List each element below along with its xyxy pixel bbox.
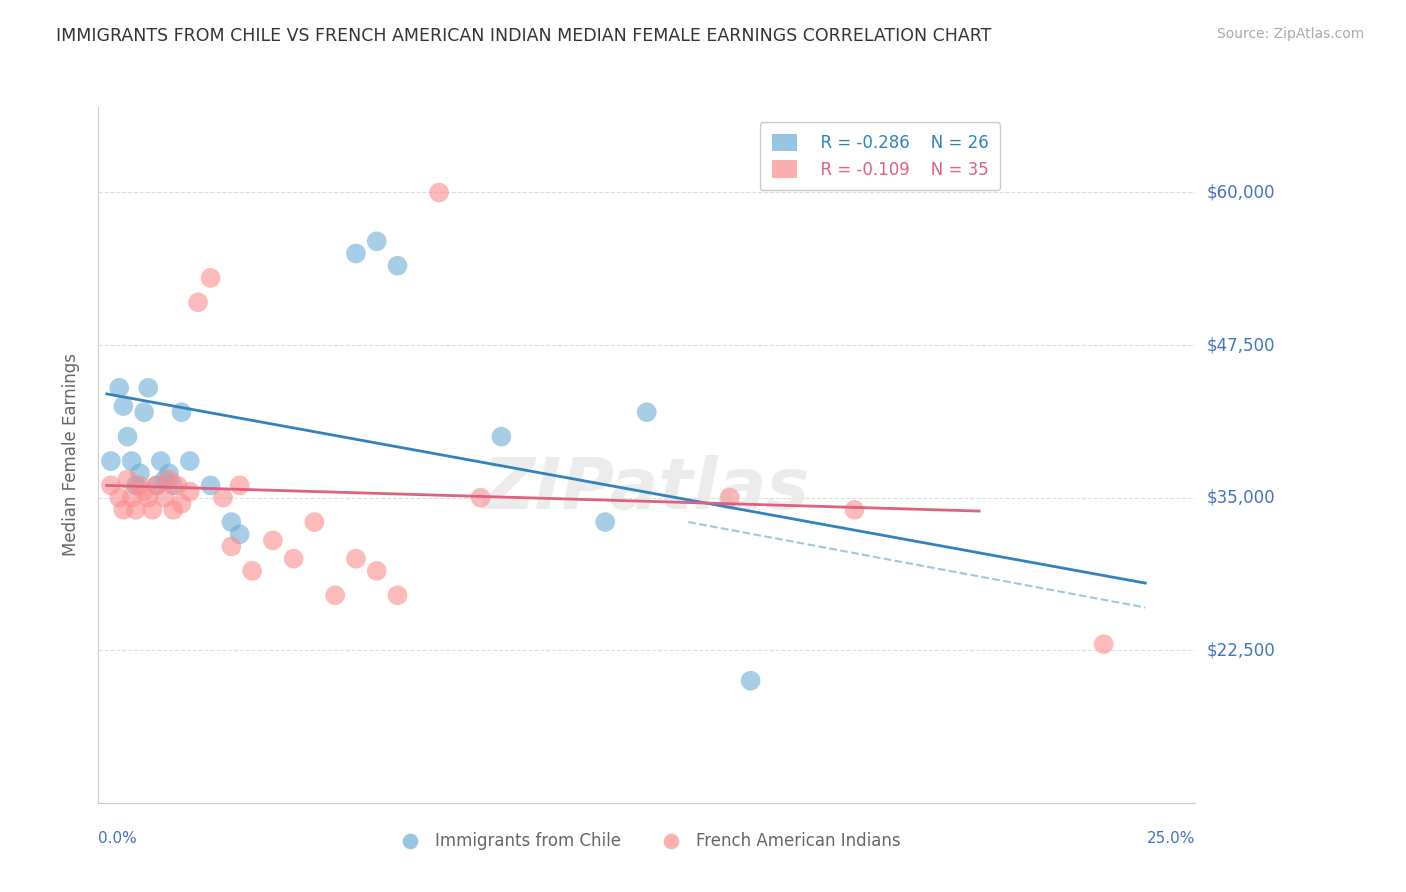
Text: 0.0%: 0.0%: [98, 830, 138, 846]
Legend: Immigrants from Chile, French American Indians: Immigrants from Chile, French American I…: [387, 826, 907, 857]
Text: $22,500: $22,500: [1206, 641, 1275, 659]
Point: [200, 478, 222, 492]
Point: [108, 491, 131, 505]
Point: [323, 588, 346, 602]
Point: [157, 472, 180, 486]
Point: [470, 491, 492, 505]
Point: [366, 235, 388, 249]
Point: [149, 454, 172, 468]
Point: [145, 478, 167, 492]
Point: [162, 478, 184, 492]
Point: [179, 484, 201, 499]
Point: [112, 399, 135, 413]
Text: ZIPatlas: ZIPatlas: [484, 455, 810, 524]
Point: [344, 246, 367, 260]
Point: [157, 467, 180, 481]
Point: [283, 551, 305, 566]
Text: $47,500: $47,500: [1206, 336, 1275, 354]
Point: [112, 503, 135, 517]
Point: [125, 478, 148, 492]
Point: [121, 491, 143, 505]
Point: [136, 381, 159, 395]
Point: [240, 564, 263, 578]
Point: [187, 295, 209, 310]
Point: [136, 491, 159, 505]
Text: 25.0%: 25.0%: [1147, 830, 1195, 846]
Text: Source: ZipAtlas.com: Source: ZipAtlas.com: [1216, 27, 1364, 41]
Point: [129, 467, 152, 481]
Point: [1092, 637, 1115, 651]
Point: [366, 564, 388, 578]
Point: [427, 186, 450, 200]
Point: [228, 478, 250, 492]
Point: [593, 515, 616, 529]
Point: [117, 429, 139, 443]
Text: $35,000: $35,000: [1206, 489, 1275, 507]
Text: IMMIGRANTS FROM CHILE VS FRENCH AMERICAN INDIAN MEDIAN FEMALE EARNINGS CORRELATI: IMMIGRANTS FROM CHILE VS FRENCH AMERICAN…: [56, 27, 991, 45]
Point: [170, 405, 193, 419]
Point: [100, 478, 122, 492]
Point: [344, 551, 367, 566]
Point: [262, 533, 284, 548]
Point: [125, 503, 148, 517]
Point: [212, 491, 235, 505]
Point: [844, 503, 866, 517]
Y-axis label: Median Female Earnings: Median Female Earnings: [62, 353, 80, 557]
Point: [153, 472, 176, 486]
Point: [718, 491, 741, 505]
Point: [132, 484, 156, 499]
Point: [141, 503, 163, 517]
Point: [304, 515, 326, 529]
Point: [200, 271, 222, 285]
Point: [740, 673, 762, 688]
Point: [179, 454, 201, 468]
Point: [491, 429, 513, 443]
Point: [221, 540, 243, 554]
Point: [228, 527, 250, 541]
Point: [117, 472, 139, 486]
Point: [121, 454, 143, 468]
Point: [170, 497, 193, 511]
Point: [129, 478, 152, 492]
Point: [166, 478, 188, 492]
Point: [387, 259, 409, 273]
Point: [636, 405, 658, 419]
Point: [108, 381, 131, 395]
Point: [162, 503, 184, 517]
Point: [387, 588, 409, 602]
Point: [221, 515, 243, 529]
Point: [132, 405, 156, 419]
Point: [100, 454, 122, 468]
Point: [145, 478, 167, 492]
Point: [153, 491, 176, 505]
Text: $60,000: $60,000: [1206, 184, 1275, 202]
